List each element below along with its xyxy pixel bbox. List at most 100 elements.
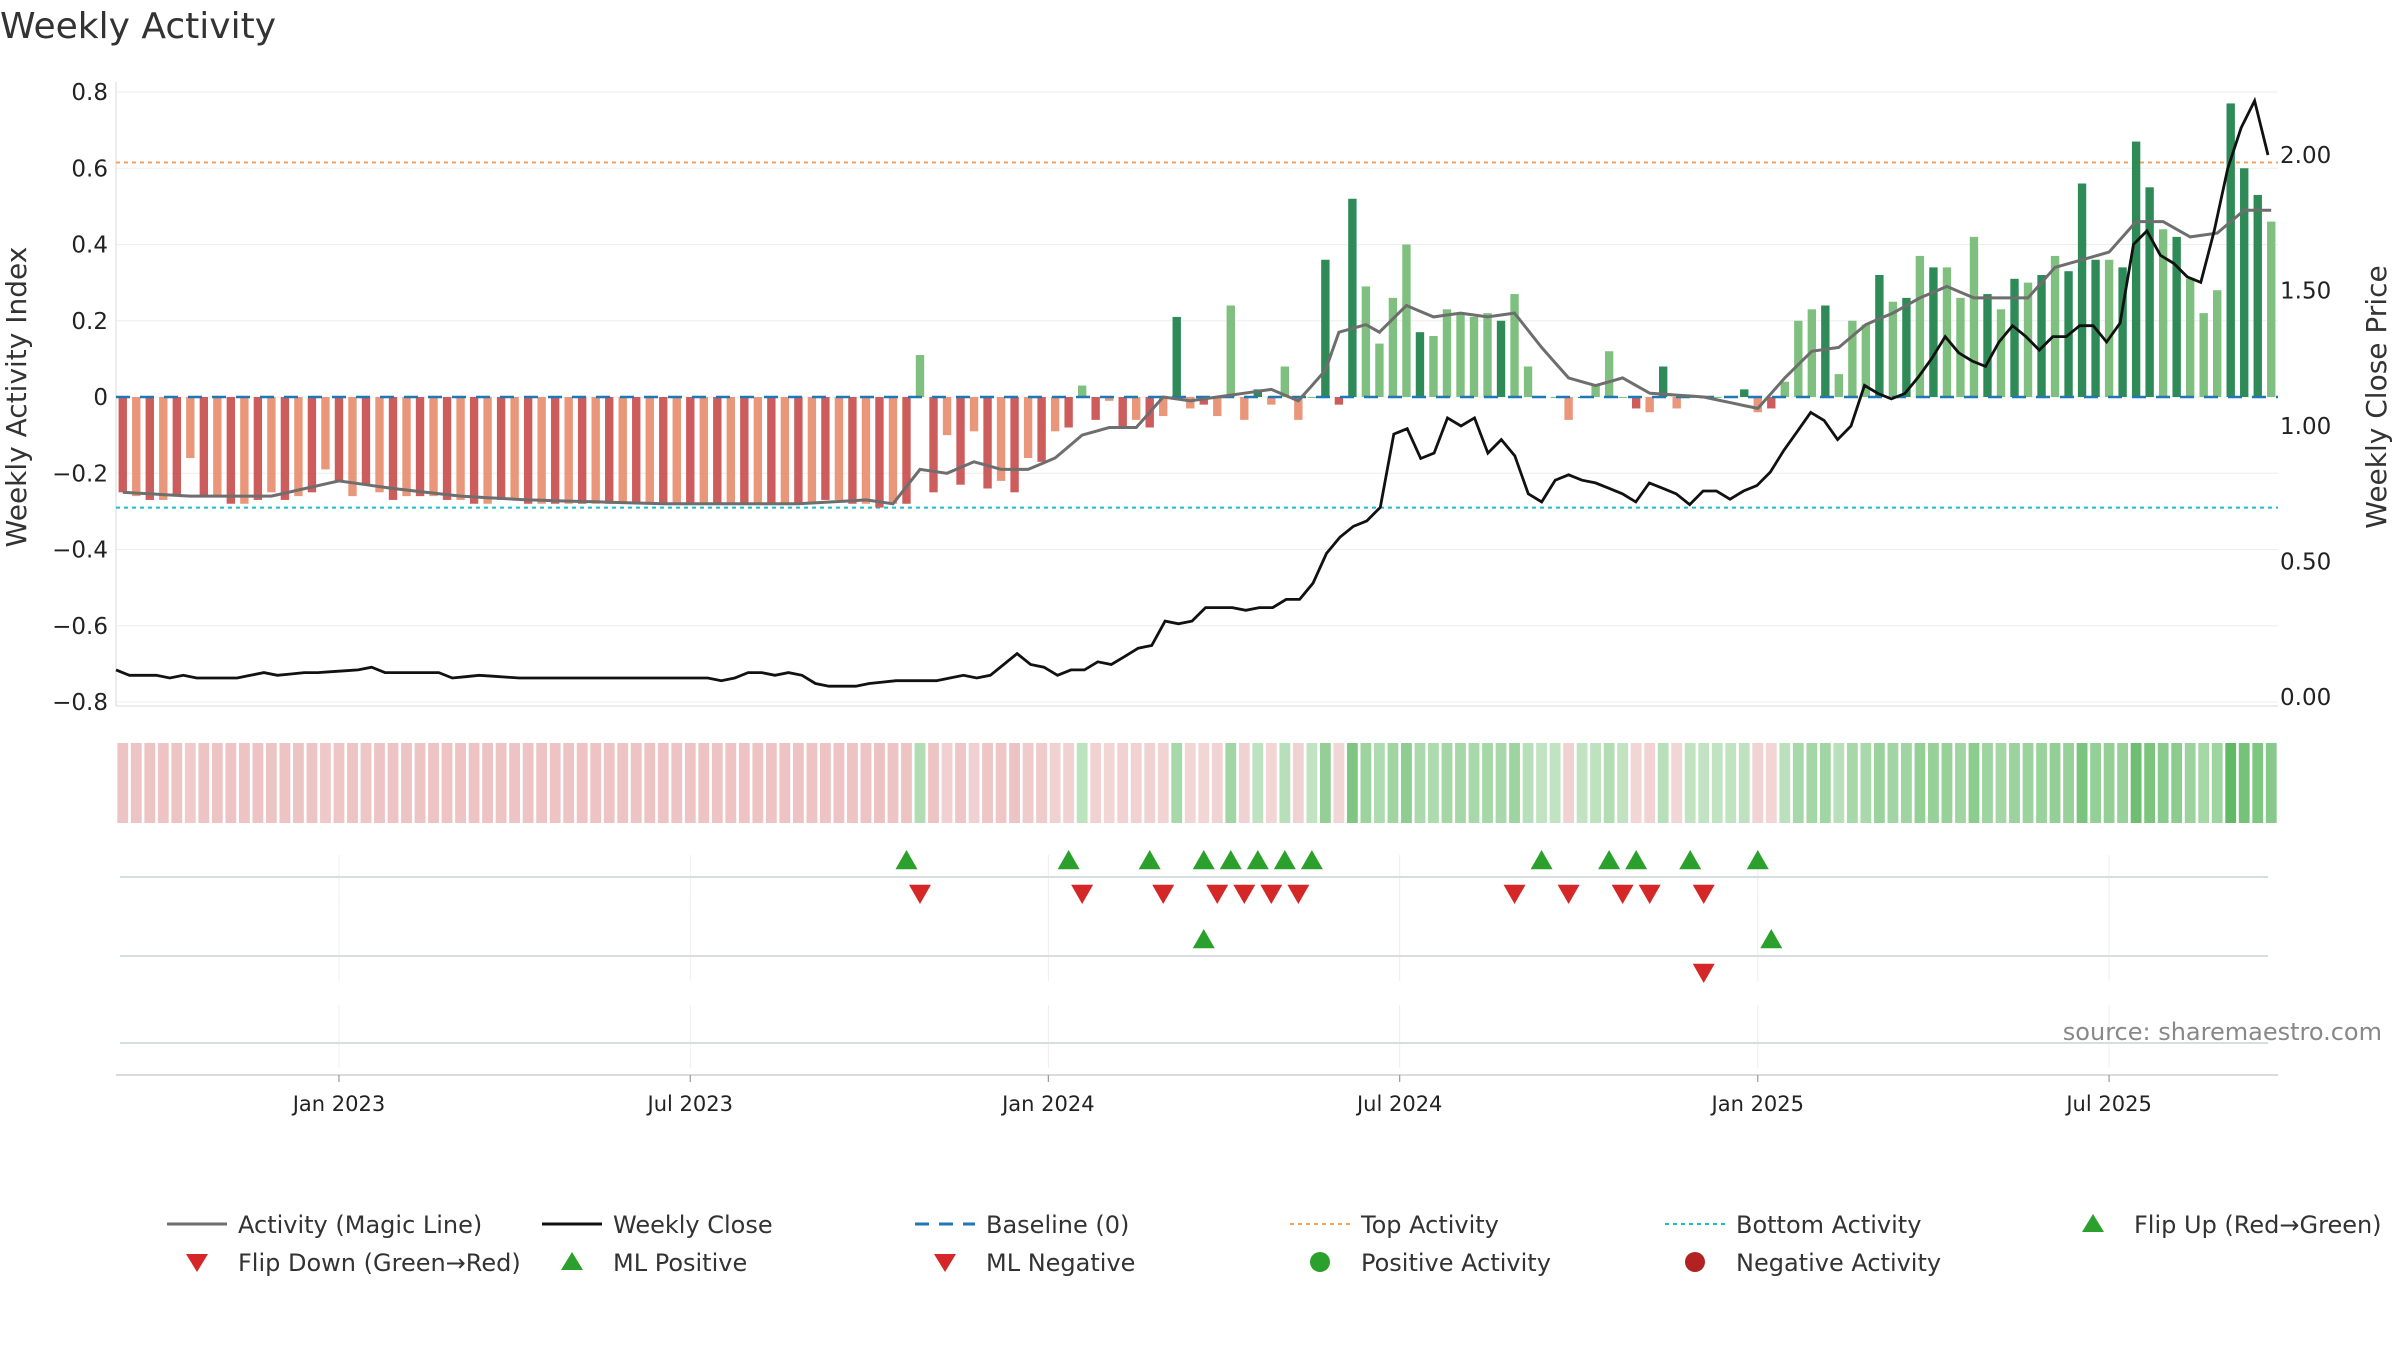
strip-cell xyxy=(1009,743,1020,823)
right-tick-label: 1.50 xyxy=(2280,279,2331,305)
activity-bar xyxy=(2158,229,2168,397)
activity-bar xyxy=(1321,259,1330,397)
strip-cell xyxy=(171,743,183,823)
strip-cell xyxy=(117,743,129,823)
reference-lines xyxy=(116,161,2278,509)
activity-bar xyxy=(969,397,979,432)
strip-cell xyxy=(711,743,723,823)
strip-cell xyxy=(2090,743,2101,823)
strip-cell xyxy=(1846,743,1858,823)
activity-bar xyxy=(686,397,695,504)
activity-bar xyxy=(1631,397,1641,409)
strip-cell xyxy=(1225,743,1237,823)
strip-cell xyxy=(1955,743,1966,823)
strip-cell xyxy=(1819,743,1831,823)
strip-cell xyxy=(1928,743,1939,823)
strip-cell xyxy=(941,743,953,823)
activity-bar xyxy=(1037,397,1046,462)
legend-label: ML Positive xyxy=(613,1249,747,1277)
activity-bar xyxy=(902,397,911,504)
activity-bar xyxy=(956,397,965,485)
strip-cell xyxy=(441,743,453,823)
legend-item-flipdown: Flip Down (Green→Red) xyxy=(186,1249,521,1277)
strip-cell xyxy=(238,743,250,823)
activity-bar xyxy=(267,397,276,493)
strip-cell xyxy=(995,743,1007,823)
activity-bar xyxy=(1253,389,1262,397)
strip-cell xyxy=(1360,743,1372,823)
activity-bar xyxy=(429,397,438,497)
strip-cell xyxy=(738,743,750,823)
strip-cell xyxy=(1644,743,1656,823)
activity-bar xyxy=(361,397,371,485)
activity-bar xyxy=(740,397,749,504)
strip-cell xyxy=(806,743,818,823)
activity-bar xyxy=(294,397,303,497)
chart-title: Weekly Activity xyxy=(0,6,276,47)
activity-bar xyxy=(2077,183,2087,397)
legend-swatch xyxy=(2082,1214,2104,1232)
activity-bar xyxy=(2213,290,2222,397)
strip-cell xyxy=(590,743,602,823)
strip-cell xyxy=(1576,743,1588,823)
legend: Activity (Magic Line) Weekly Close Baselin… xyxy=(167,1211,2382,1277)
activity-bar xyxy=(2145,187,2154,397)
left-y-axis: 0.8 0.6 0.4 0.2 0 −0.2 −0.4 −0.6 −0.8 xyxy=(52,80,108,716)
activity-bar xyxy=(1888,301,1898,397)
activity-bar xyxy=(280,397,290,500)
activity-bar xyxy=(807,397,817,504)
activity-bar xyxy=(942,397,952,436)
strip-cell xyxy=(374,743,385,823)
activity-bar xyxy=(767,397,776,504)
strip-cell xyxy=(603,743,615,823)
strip-cell xyxy=(657,743,669,823)
strip-cell xyxy=(455,743,466,823)
activity-bar xyxy=(172,397,181,497)
activity-bar xyxy=(334,397,344,481)
legend-item-posact: Positive Activity xyxy=(1310,1249,1551,1277)
strip-cell xyxy=(1076,743,1088,823)
left-tick-label: 0.4 xyxy=(71,233,108,259)
activity-bar xyxy=(1213,397,1222,417)
activity-bar xyxy=(1334,397,1344,405)
legend-swatch xyxy=(934,1254,956,1272)
strip-cell xyxy=(887,743,899,823)
strip-cell xyxy=(2171,743,2183,823)
activity-bar xyxy=(915,355,925,397)
strip-cell xyxy=(144,743,156,823)
flip-up-marker xyxy=(1246,850,1269,870)
strip-cell xyxy=(2157,743,2169,823)
strip-cell xyxy=(1036,743,1048,823)
flip-down-marker xyxy=(1206,884,1229,904)
weekly-close-line xyxy=(115,96,2270,688)
activity-bar xyxy=(618,397,627,504)
right-tick-label: 0.00 xyxy=(2280,685,2331,711)
legend-item-magic: Activity (Magic Line) xyxy=(167,1211,482,1239)
flip-up-marker xyxy=(1192,850,1215,870)
activity-bar xyxy=(348,397,357,497)
strip-cell xyxy=(1306,743,1318,823)
x-axis: Jan 2023 Jul 2023 Jan 2024 Jul 2024 Jan 2025… xyxy=(116,1074,2278,1116)
activity-bar xyxy=(929,397,938,493)
activity-bar xyxy=(1172,316,1181,397)
activity-bar xyxy=(848,397,857,504)
strip-cell xyxy=(1022,743,1034,823)
activity-bar xyxy=(1645,397,1654,413)
activity-bar xyxy=(483,397,492,504)
strip-cell xyxy=(1103,743,1115,823)
strip-cell xyxy=(347,743,358,823)
activity-bar xyxy=(632,397,641,504)
strip-cell xyxy=(509,743,521,823)
activity-bar xyxy=(1280,366,1290,397)
left-tick-label: −0.8 xyxy=(52,690,108,716)
legend-item-mlneg: ML Negative xyxy=(934,1249,1135,1277)
legend-label: Activity (Magic Line) xyxy=(238,1211,482,1239)
strip-cell xyxy=(1765,743,1777,823)
activity-bar xyxy=(456,397,465,500)
strip-cell xyxy=(1049,743,1061,823)
strip-cell xyxy=(955,743,966,823)
activity-bar xyxy=(645,397,654,504)
strip-cell xyxy=(820,743,831,823)
flip-down-marker xyxy=(1638,884,1661,904)
legend-label: Flip Up (Red→Green) xyxy=(2134,1211,2382,1239)
